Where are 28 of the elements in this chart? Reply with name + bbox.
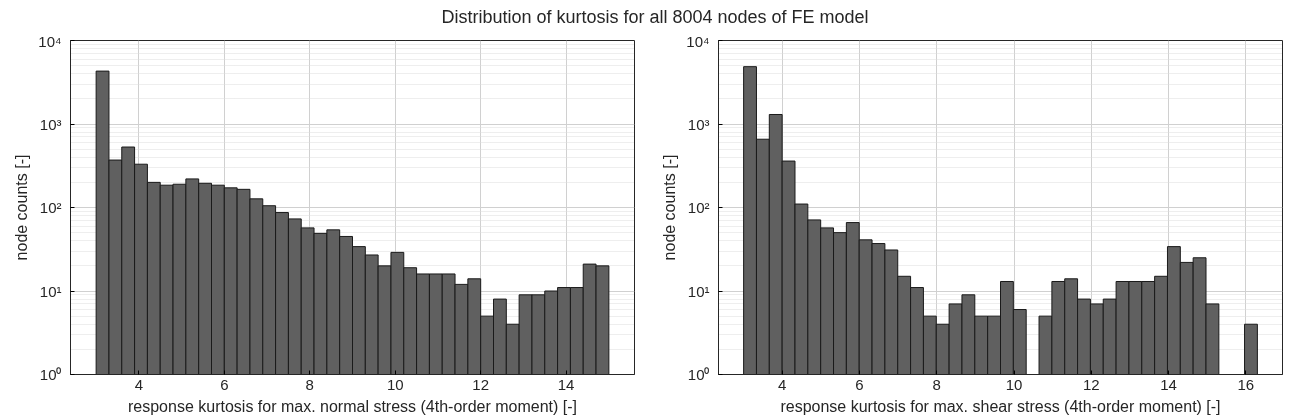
x-axis-title: response kurtosis for max. shear stress (4th-order moment) [-] xyxy=(780,397,1221,415)
y-tick-label: 10² xyxy=(39,199,62,216)
y-axis-title: node counts [-] xyxy=(13,154,31,261)
chart-title: Distribution of kurtosis for all 8004 nodes of FE model xyxy=(441,6,869,29)
x-axis-title: response kurtosis for max. normal stress (4th-order moment) [-] xyxy=(127,397,578,415)
y-tick-label: 10⁰ xyxy=(687,366,710,383)
y-tick-label: 10³ xyxy=(687,115,710,133)
y-tick-label: 10¹ xyxy=(687,282,710,300)
x-tick-label: 14 xyxy=(557,375,575,393)
x-tick-label: 14 xyxy=(1160,375,1177,393)
y-tick-label: 10⁴ xyxy=(686,32,710,50)
x-tick-label: 12 xyxy=(1082,375,1100,393)
y-tick-label: 10³ xyxy=(39,115,62,133)
x-tick-label: 12 xyxy=(472,375,490,393)
x-tick-label: 10 xyxy=(1005,375,1023,393)
x-tick-label: 4 xyxy=(778,375,787,393)
x-tick-label: 10 xyxy=(386,375,404,393)
y-tick-label: 10² xyxy=(687,199,710,216)
y-tick-label: 10⁰ xyxy=(39,366,62,383)
y-tick-label: 10¹ xyxy=(39,282,62,300)
x-tick-label: 8 xyxy=(932,375,941,393)
y-tick-label: 10⁴ xyxy=(38,32,62,50)
x-tick-label: 8 xyxy=(305,375,314,393)
x-tick-label: 6 xyxy=(855,375,864,393)
x-tick-label: 6 xyxy=(220,375,229,393)
x-tick-label: 16 xyxy=(1237,375,1255,393)
x-tick-label: 4 xyxy=(134,375,144,393)
y-axis-title: node counts [-] xyxy=(661,154,679,261)
